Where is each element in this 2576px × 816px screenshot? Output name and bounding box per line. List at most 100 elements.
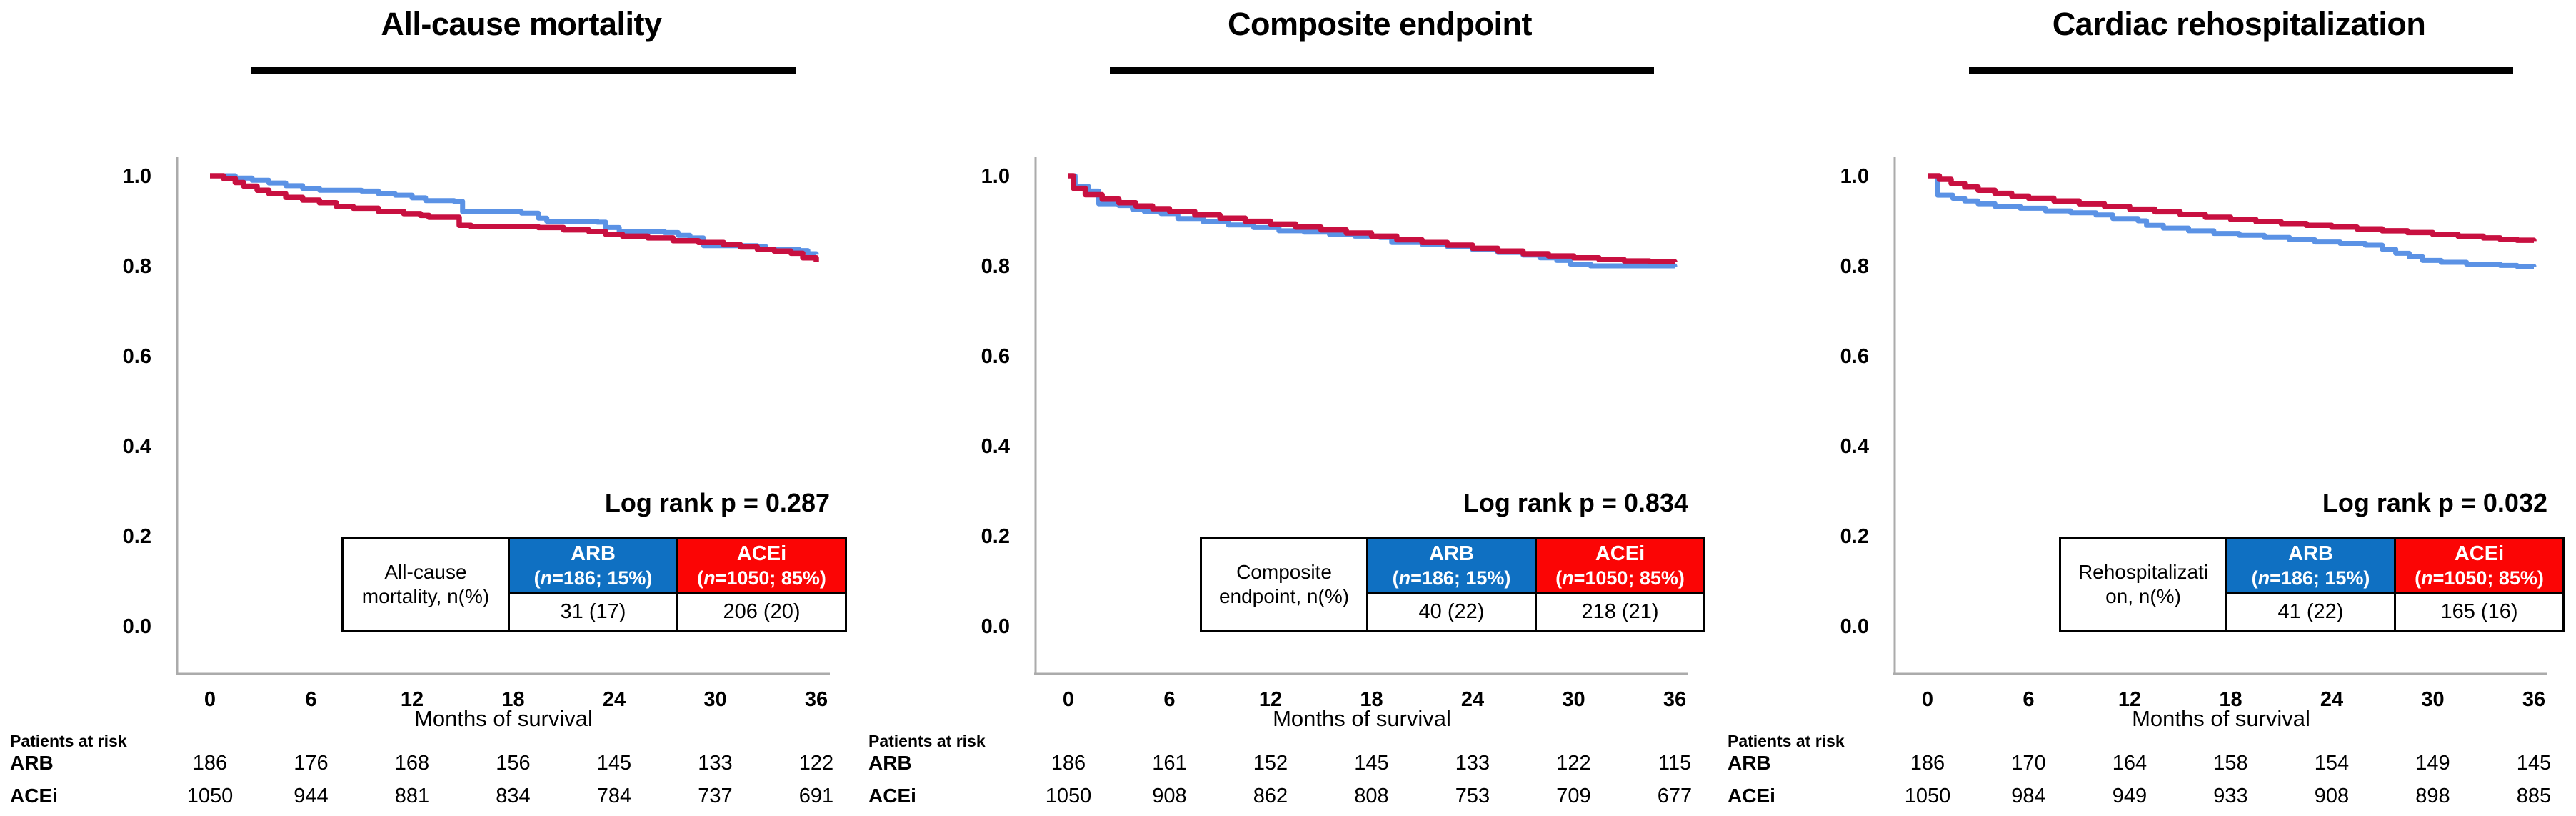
endpoint-label-line1: Rehospitalizati: [2078, 560, 2209, 583]
risk-count: 1050: [186, 785, 234, 807]
x-tick-label: 18: [2219, 688, 2242, 711]
risk-count: 186: [1051, 752, 1086, 775]
x-tick-label: 36: [805, 688, 828, 711]
endpoint-label-line1: Composite: [1236, 560, 1332, 583]
y-tick-label: 0.4: [123, 435, 151, 458]
acei-value-cell: 218 (21): [1535, 592, 1705, 632]
title-underline: [251, 67, 796, 74]
y-tick-label: 0.2: [1840, 525, 1869, 548]
risk-row-acei: ACEi 1050 908 862 808 753 709 677: [858, 785, 1717, 813]
y-tick-label: 0.4: [981, 435, 1010, 458]
risk-count: 154: [2314, 752, 2350, 775]
y-tick-label: 0.6: [123, 345, 151, 368]
acei-header-name: ACEi: [736, 542, 787, 566]
acei-header-cell: ACEi (n=1050; 85%): [1535, 537, 1705, 594]
acei-value-cell: 206 (20): [676, 592, 847, 632]
x-tick-label: 0: [204, 688, 216, 711]
risk-count: 186: [192, 752, 228, 775]
risk-count: 898: [2415, 785, 2450, 807]
km-curve-acei: [1928, 173, 2537, 243]
x-tick-label: 12: [1259, 688, 1282, 711]
x-tick-label: 0: [1063, 688, 1074, 711]
endpoint-label-line2: mortality, n(%): [361, 585, 490, 607]
km-curve-arb: [1928, 173, 2537, 269]
km-plot-svg: 1.0 0.8 0.6 0.4 0.2 0.0 0 6 12 18 24 30 36: [1840, 157, 2547, 711]
y-tick-label: 0.0: [123, 615, 151, 638]
endpoint-label-line2: on, n(%): [2105, 585, 2181, 607]
risk-row-arb: ARB 186 161 152 145 133 122 115: [858, 752, 1717, 780]
risk-row-acei: ACEi 1050 944 881 834 784 737 691: [0, 785, 858, 813]
x-tick-label: 24: [603, 688, 626, 711]
risk-count: 885: [2516, 785, 2552, 807]
x-tick-label: 30: [1562, 688, 1585, 711]
risk-count: 161: [1152, 752, 1187, 775]
arb-value-cell: 40 (22): [1366, 592, 1537, 632]
y-tick-label: 0.8: [123, 255, 151, 278]
arb-header-name: ARB: [1429, 542, 1474, 566]
risk-count: 158: [2213, 752, 2248, 775]
risk-row-label: ACEi: [10, 785, 58, 807]
y-tick-label: 0.8: [981, 255, 1010, 278]
y-tick-label: 1.0: [1840, 165, 1869, 188]
risk-count: 168: [394, 752, 430, 775]
risk-count: 691: [798, 785, 834, 807]
y-tick-label: 0.2: [981, 525, 1010, 548]
endpoint-label-line1: All-cause: [384, 560, 467, 583]
arb-header-cell: ARB (n=186; 15%): [2225, 537, 2396, 594]
risk-count: 908: [1152, 785, 1187, 807]
panel-all-cause-mortality: All-cause mortality 1.0 0.8 0.6 0.4 0.2 0.0 0 6…: [0, 0, 858, 816]
risk-count: 145: [2516, 752, 2552, 775]
x-tick-label: 6: [2023, 688, 2034, 711]
risk-count: 115: [1658, 752, 1692, 775]
risk-count: 133: [1455, 752, 1490, 775]
km-plot-svg: 1.0 0.8 0.6 0.4 0.2 0.0 0 6 12 18 24 30 36: [123, 157, 830, 711]
risk-count: 808: [1354, 785, 1389, 807]
y-tick-label: 0.4: [1840, 435, 1869, 458]
arb-header-sub: (n=186; 15%): [2251, 567, 2370, 589]
acei-header-sub: (n=1050; 85%): [697, 567, 826, 589]
arb-header-sub: (n=186; 15%): [533, 567, 653, 589]
risk-row-label: ARB: [10, 752, 54, 774]
patients-at-risk-header: Patients at risk: [10, 732, 127, 750]
arb-header-name: ARB: [571, 542, 616, 566]
x-tick-label: 36: [2522, 688, 2545, 711]
x-tick-label: 6: [1163, 688, 1175, 711]
arb-value-cell: 31 (17): [508, 592, 678, 632]
risk-count: 862: [1253, 785, 1288, 807]
risk-count: 133: [698, 752, 733, 775]
x-tick-label: 24: [1461, 688, 1484, 711]
endpoint-label-cell: Composite endpoint, n(%): [1200, 537, 1368, 632]
risk-count: 1050: [1904, 785, 1951, 807]
endpoint-label-line2: endpoint, n(%): [1218, 585, 1350, 607]
acei-header-sub: (n=1050; 85%): [1555, 567, 1685, 589]
risk-count: 737: [698, 785, 733, 807]
panel-composite-endpoint: Composite endpoint 1.0 0.8 0.6 0.4 0.2 0.0 0 6 1…: [858, 0, 1717, 816]
arb-header-cell: ARB (n=186; 15%): [1366, 537, 1537, 594]
panel-cardiac-rehospitalization: Cardiac rehospitalization 1.0 0.8 0.6 0.4 0.…: [1718, 0, 2576, 816]
risk-count: 170: [2011, 752, 2046, 775]
risk-count: 784: [596, 785, 632, 807]
endpoint-table: All-cause mortality, n(%) ARB (n=186; 15…: [341, 537, 847, 632]
x-tick-label: 36: [1663, 688, 1686, 711]
arb-value-cell: 41 (22): [2225, 592, 2396, 632]
risk-count: 881: [394, 785, 430, 807]
risk-row-arb: ARB 186 176 168 156 145 133 122: [0, 752, 858, 780]
risk-count: 156: [496, 752, 531, 775]
y-tick-label: 0.0: [1840, 615, 1869, 638]
x-tick-label: 12: [401, 688, 424, 711]
endpoint-label-cell: Rehospitalizati on, n(%): [2059, 537, 2227, 632]
acei-header-sub: (n=1050; 85%): [2415, 567, 2544, 589]
x-tick-label: 12: [2118, 688, 2141, 711]
patients-at-risk-header: Patients at risk: [1728, 732, 1845, 750]
endpoint-table: Rehospitalizati on, n(%) ARB (n=186; 15%…: [2059, 537, 2565, 632]
risk-count: 834: [496, 785, 531, 807]
risk-count: 122: [1556, 752, 1591, 775]
x-axis-label: Months of survival: [2132, 706, 2310, 731]
x-axis-label: Months of survival: [1273, 706, 1451, 731]
logrank-text: Log rank p = 0.834: [1463, 488, 1688, 517]
x-tick-label: 18: [501, 688, 524, 711]
y-tick-label: 1.0: [981, 165, 1010, 188]
arb-header-cell: ARB (n=186; 15%): [508, 537, 678, 594]
risk-count: 176: [294, 752, 329, 775]
endpoint-label-cell: All-cause mortality, n(%): [341, 537, 510, 632]
